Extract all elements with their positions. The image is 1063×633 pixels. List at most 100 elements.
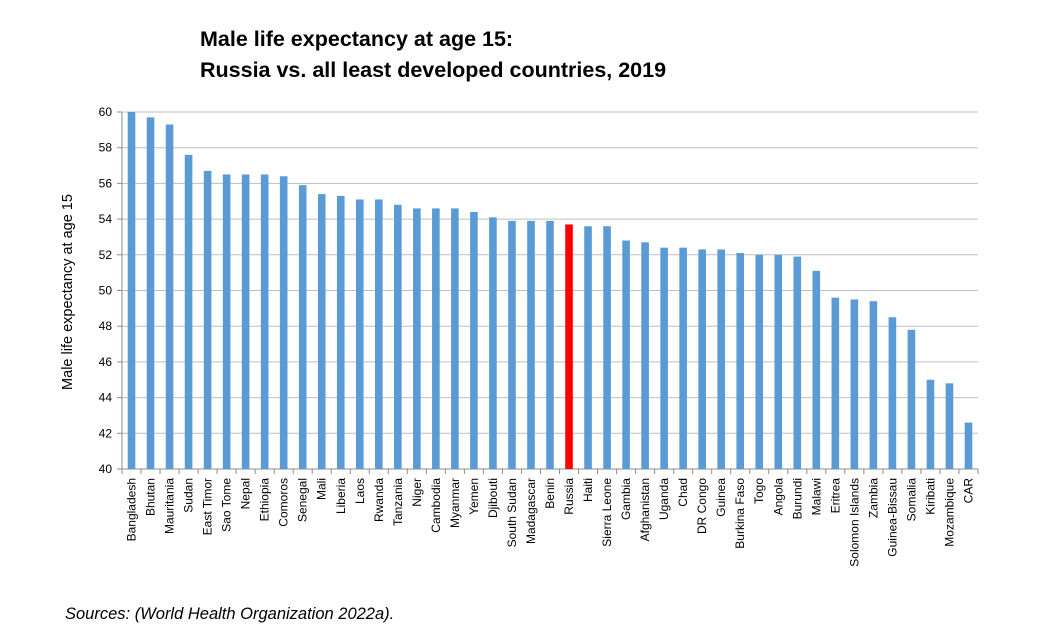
bar-mozambique bbox=[945, 383, 954, 469]
bar-malawi bbox=[812, 270, 821, 469]
x-tick-label: Togo bbox=[752, 478, 766, 504]
x-tick-label: Kiribati bbox=[923, 478, 937, 515]
bar-senegal bbox=[298, 185, 307, 469]
bar-sao-tome bbox=[222, 174, 231, 469]
x-tick-label: Solomon Islands bbox=[847, 478, 861, 567]
bar-mauritania bbox=[165, 124, 174, 470]
bar-guinea-bissau bbox=[888, 317, 897, 469]
bar-tanzania bbox=[394, 204, 402, 469]
bar-gambia bbox=[622, 240, 630, 469]
bar-bangladesh bbox=[127, 112, 136, 469]
bar-somalia bbox=[907, 329, 916, 469]
x-tick-label: DR Congo bbox=[695, 478, 709, 534]
y-tick-label: 42 bbox=[99, 426, 113, 440]
x-tick-label: Sierra Leone bbox=[600, 478, 614, 547]
x-tick-label: Sao Tome bbox=[220, 478, 234, 532]
x-tick-label: Niger bbox=[410, 478, 424, 507]
bar-angola bbox=[774, 254, 783, 469]
y-tick-label: 60 bbox=[99, 105, 113, 119]
chart-title-line2: Russia vs. all least developed countries… bbox=[200, 58, 667, 82]
y-tick-label: 54 bbox=[99, 212, 113, 226]
x-tick-label: CAR bbox=[961, 478, 975, 504]
bar-solomon-islands bbox=[850, 299, 859, 469]
bar-chad bbox=[679, 247, 687, 469]
bar-myanmar bbox=[451, 208, 459, 469]
bar-east-timor bbox=[203, 170, 212, 469]
y-tick-label: 56 bbox=[99, 176, 113, 190]
x-tick-label: East Timor bbox=[201, 478, 215, 535]
chart-title-line1: Male life expectancy at age 15: bbox=[200, 27, 514, 51]
bar-laos bbox=[355, 199, 364, 469]
x-tick-label: Chad bbox=[676, 478, 690, 507]
bar-togo bbox=[755, 254, 764, 469]
bar-car bbox=[964, 422, 973, 469]
bar-yemen bbox=[470, 211, 478, 469]
x-tick-label: Burkina Faso bbox=[733, 478, 747, 549]
x-tick-label: Afghanistan bbox=[638, 478, 652, 541]
bar-benin bbox=[546, 220, 554, 469]
x-tick-label: Guinea-Bissau bbox=[885, 478, 899, 557]
bar-comoros bbox=[279, 176, 288, 469]
bar-rwanda bbox=[374, 199, 383, 469]
bar-cambodia bbox=[432, 208, 440, 469]
x-tick-label: Liberia bbox=[334, 478, 348, 514]
x-tick-label: Cambodia bbox=[429, 478, 443, 533]
bar-madagascar bbox=[527, 220, 535, 469]
x-tick-label: Mali bbox=[315, 478, 329, 500]
x-tick-label: Djibouti bbox=[486, 478, 500, 518]
x-tick-label: Yemen bbox=[467, 478, 481, 515]
bar-haiti bbox=[584, 226, 592, 469]
x-tick-label: Guinea bbox=[714, 478, 728, 517]
x-tick-label: Haiti bbox=[581, 478, 595, 502]
bar-burkina-faso bbox=[736, 253, 745, 469]
x-tick-label: Rwanda bbox=[372, 478, 386, 522]
chart-title: Male life expectancy at age 15: Russia v… bbox=[200, 24, 666, 86]
source-note: Sources: (World Health Organization 2022… bbox=[65, 605, 395, 623]
x-tick-label: Eritrea bbox=[828, 478, 842, 514]
bar-kiribati bbox=[926, 379, 935, 469]
x-tick-label: Somalia bbox=[904, 478, 918, 522]
x-tick-label: Bangladesh bbox=[125, 478, 139, 541]
bar-sudan bbox=[184, 154, 193, 469]
x-tick-label: Tanzania bbox=[391, 478, 405, 526]
bar-eritrea bbox=[831, 297, 840, 469]
x-tick-label: Malawi bbox=[809, 478, 823, 515]
bar-burundi bbox=[793, 256, 802, 469]
x-tick-label: Mauritania bbox=[163, 478, 177, 534]
x-tick-label: South Sudan bbox=[505, 478, 519, 547]
x-tick-label: Myanmar bbox=[448, 478, 462, 528]
y-tick-label: 46 bbox=[99, 355, 113, 369]
y-tick-label: 48 bbox=[99, 319, 113, 333]
bar-djibouti bbox=[489, 217, 497, 469]
y-tick-label: 50 bbox=[99, 284, 113, 298]
bar-zambia bbox=[869, 301, 878, 469]
x-tick-label: Laos bbox=[353, 478, 367, 504]
bar-liberia bbox=[336, 195, 345, 469]
bar-afghanistan bbox=[641, 242, 649, 469]
x-tick-label: Gambia bbox=[619, 478, 633, 520]
x-tick-label: Zambia bbox=[866, 478, 880, 518]
x-tick-label: Bhutan bbox=[144, 478, 158, 516]
bar-mali bbox=[317, 194, 326, 470]
x-tick-label: Sudan bbox=[182, 478, 196, 513]
bar-bhutan bbox=[146, 117, 155, 469]
x-tick-label: Benin bbox=[543, 478, 557, 509]
x-tick-label: Uganda bbox=[657, 478, 671, 520]
x-tick-label: Madagascar bbox=[524, 478, 538, 544]
bar-dr-congo bbox=[698, 249, 706, 469]
x-tick-label: Ethiopia bbox=[258, 478, 272, 522]
y-tick-label: 40 bbox=[99, 462, 113, 476]
bar-niger bbox=[413, 208, 421, 469]
y-tick-label: 58 bbox=[99, 141, 113, 155]
x-tick-label: Burundi bbox=[790, 478, 804, 519]
bar-chart: 40 42 44 46 48 50 52 54 56 58 60 Bangladesh Bhutan Ma… bbox=[99, 105, 979, 567]
y-tick-label: 52 bbox=[99, 248, 113, 262]
x-tick-label: Russia bbox=[562, 478, 576, 515]
bar-south-sudan bbox=[508, 220, 516, 469]
bar-sierra-leone bbox=[603, 226, 611, 469]
y-tick-label: 44 bbox=[99, 391, 113, 405]
bar-russia bbox=[565, 224, 573, 469]
bar-guinea bbox=[717, 249, 726, 469]
bar-uganda bbox=[660, 247, 668, 469]
x-tick-label: Senegal bbox=[296, 478, 310, 522]
